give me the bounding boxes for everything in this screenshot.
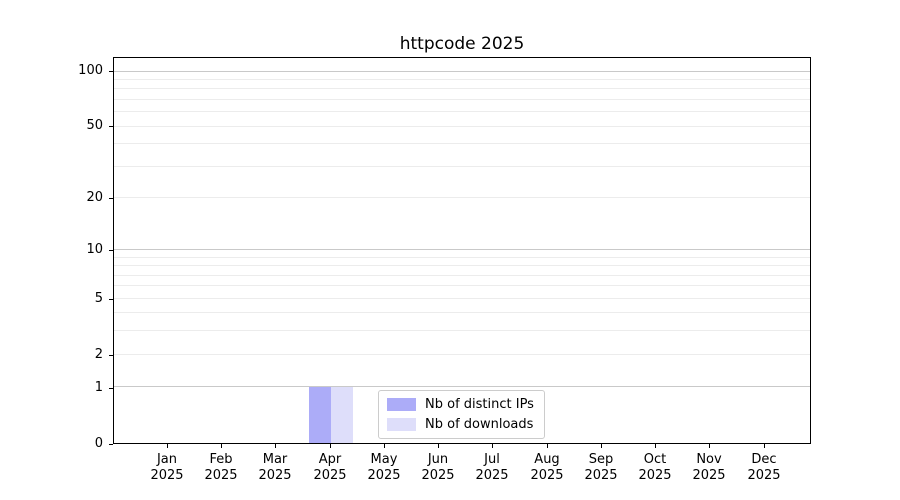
y-tick-100	[109, 71, 113, 72]
x-tick-mar	[275, 444, 276, 448]
legend-swatch-downloads	[387, 418, 416, 431]
x-tick-label-dec: Dec 2025	[747, 452, 781, 483]
y-tick-label-2: 2	[94, 347, 103, 362]
x-tick-aug	[547, 444, 548, 448]
x-tick-label-jul: Jul 2025	[475, 452, 509, 483]
gridline-minor-2	[114, 353, 810, 355]
y-tick-label-10: 10	[86, 242, 103, 257]
legend: Nb of distinct IPs Nb of downloads	[378, 390, 545, 439]
x-tick-jan	[167, 444, 168, 448]
x-tick-label-nov: Nov 2025	[692, 452, 726, 483]
x-tick-label-sep: Sep 2025	[584, 452, 618, 483]
gridline-minor-6	[114, 285, 810, 287]
gridline-minor-80	[114, 88, 810, 90]
y-tick-0	[109, 444, 113, 445]
bar-downloads-apr	[331, 387, 354, 443]
y-tick-label-0: 0	[94, 436, 103, 451]
y-tick-label-20: 20	[86, 190, 103, 205]
gridline-major-100	[114, 70, 810, 72]
x-tick-label-may: May 2025	[367, 452, 401, 483]
legend-item-downloads: Nb of downloads	[387, 417, 534, 432]
x-tick-label-aug: Aug 2025	[530, 452, 564, 483]
y-tick-50	[109, 126, 113, 127]
x-tick-oct	[655, 444, 656, 448]
gridline-minor-8	[114, 265, 810, 267]
bar-distinct-ips-apr	[309, 387, 332, 443]
gridline-minor-3	[114, 330, 810, 332]
gridline-major-1	[114, 386, 810, 388]
x-tick-label-jun: Jun 2025	[421, 452, 455, 483]
chart-title: httpcode 2025	[399, 34, 525, 54]
x-tick-label-feb: Feb 2025	[204, 452, 238, 483]
y-tick-1	[109, 388, 113, 389]
gridline-minor-20	[114, 197, 810, 198]
x-tick-jun	[438, 444, 439, 448]
y-tick-20	[109, 198, 113, 199]
gridline-minor-9	[114, 256, 810, 258]
x-tick-dec	[764, 444, 765, 448]
x-tick-label-oct: Oct 2025	[638, 452, 672, 483]
gridline-minor-60	[114, 111, 810, 113]
gridline-minor-7	[114, 274, 810, 276]
x-tick-label-apr: Apr 2025	[313, 452, 347, 483]
x-tick-may	[384, 444, 385, 448]
legend-item-distinct-ips: Nb of distinct IPs	[387, 397, 534, 412]
y-tick-label-100: 100	[78, 63, 103, 78]
y-tick-label-50: 50	[86, 118, 103, 133]
x-tick-label-jan: Jan 2025	[150, 452, 184, 483]
x-tick-label-mar: Mar 2025	[258, 452, 292, 483]
y-tick-5	[109, 299, 113, 300]
gridline-minor-30	[114, 165, 810, 167]
plot-area	[113, 57, 811, 444]
gridline-minor-4	[114, 312, 810, 314]
x-tick-feb	[221, 444, 222, 448]
legend-label-downloads: Nb of downloads	[425, 417, 534, 432]
y-tick-2	[109, 355, 113, 356]
gridline-minor-70	[114, 98, 810, 100]
gridline-major-10	[114, 249, 810, 251]
gridline-minor-50	[114, 125, 810, 127]
y-tick-label-5: 5	[94, 291, 103, 306]
x-tick-jul	[492, 444, 493, 448]
gridline-minor-90	[114, 79, 810, 80]
x-tick-nov	[709, 444, 710, 448]
gridline-minor-5	[114, 297, 810, 299]
legend-swatch-distinct-ips	[387, 398, 416, 411]
y-tick-label-1: 1	[94, 380, 103, 395]
gridline-minor-40	[114, 143, 810, 145]
legend-label-distinct-ips: Nb of distinct IPs	[425, 397, 534, 412]
x-tick-apr	[330, 444, 331, 448]
x-tick-sep	[601, 444, 602, 448]
y-tick-10	[109, 250, 113, 251]
